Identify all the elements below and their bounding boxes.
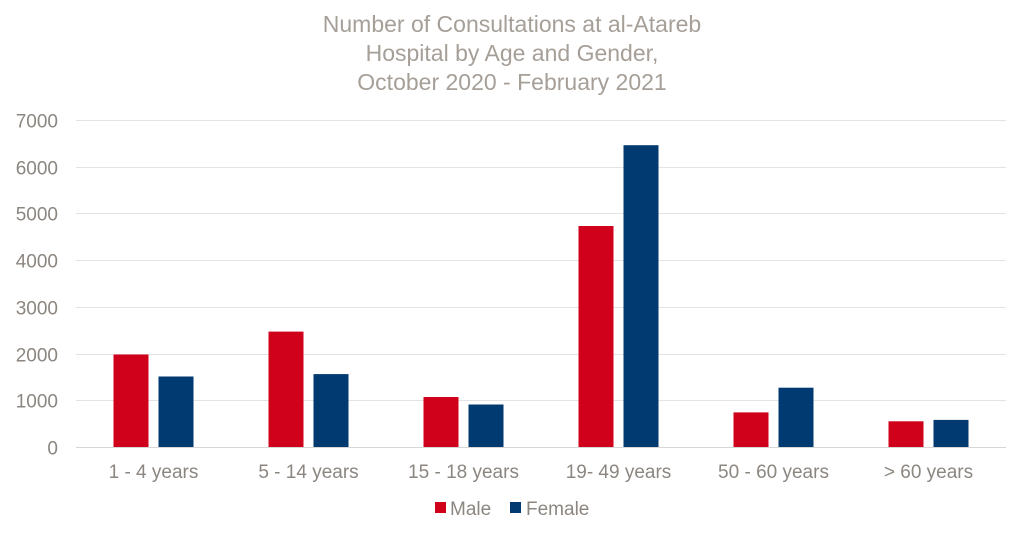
bar-male (578, 226, 614, 447)
chart-title-line-3: October 2020 - February 2021 (357, 69, 666, 95)
legend-swatch-male (435, 502, 446, 513)
legend-label-female: Female (526, 499, 589, 520)
x-category-label: 19- 49 years (566, 462, 672, 483)
x-category-label: 15 - 18 years (408, 462, 519, 483)
bars (113, 145, 969, 447)
y-tick-label: 0 (47, 439, 58, 460)
x-category-label: 50 - 60 years (718, 462, 829, 483)
bar-female (623, 145, 659, 447)
y-axis-tick-labels: 0 1000 2000 3000 4000 5000 6000 7000 (16, 112, 58, 460)
bar-male (113, 354, 149, 447)
bar-male (423, 397, 459, 447)
chart-title-line-2: Hospital by Age and Gender, (366, 40, 659, 66)
bar-female (778, 387, 814, 447)
bar-female (468, 404, 504, 447)
y-tick-label: 4000 (16, 252, 58, 273)
bar-female (158, 376, 194, 447)
gridlines (76, 120, 1006, 448)
x-axis-category-labels: 1 - 4 years 5 - 14 years 15 - 18 years 19- … (109, 462, 974, 483)
x-category-label: 1 - 4 years (109, 462, 199, 483)
y-tick-label: 2000 (16, 346, 58, 367)
chart-title-line-1: Number of Consultations at al-Atareb (323, 11, 701, 37)
y-tick-label: 5000 (16, 205, 58, 226)
bar-female (933, 419, 969, 447)
y-tick-label: 7000 (16, 112, 58, 133)
legend-label-male: Male (450, 499, 491, 520)
y-tick-label: 6000 (16, 159, 58, 180)
x-category-label: > 60 years (884, 462, 973, 483)
bar-male (268, 331, 304, 447)
bar-female (313, 374, 349, 447)
legend: Male Female (435, 499, 589, 520)
bar-male (888, 421, 924, 447)
chart-title: Number of Consultations at al-Atareb Hos… (323, 11, 701, 95)
bar-male (733, 412, 769, 447)
x-category-label: 5 - 14 years (258, 462, 358, 483)
y-tick-label: 3000 (16, 299, 58, 320)
y-tick-label: 1000 (16, 392, 58, 413)
legend-swatch-female (510, 502, 521, 513)
